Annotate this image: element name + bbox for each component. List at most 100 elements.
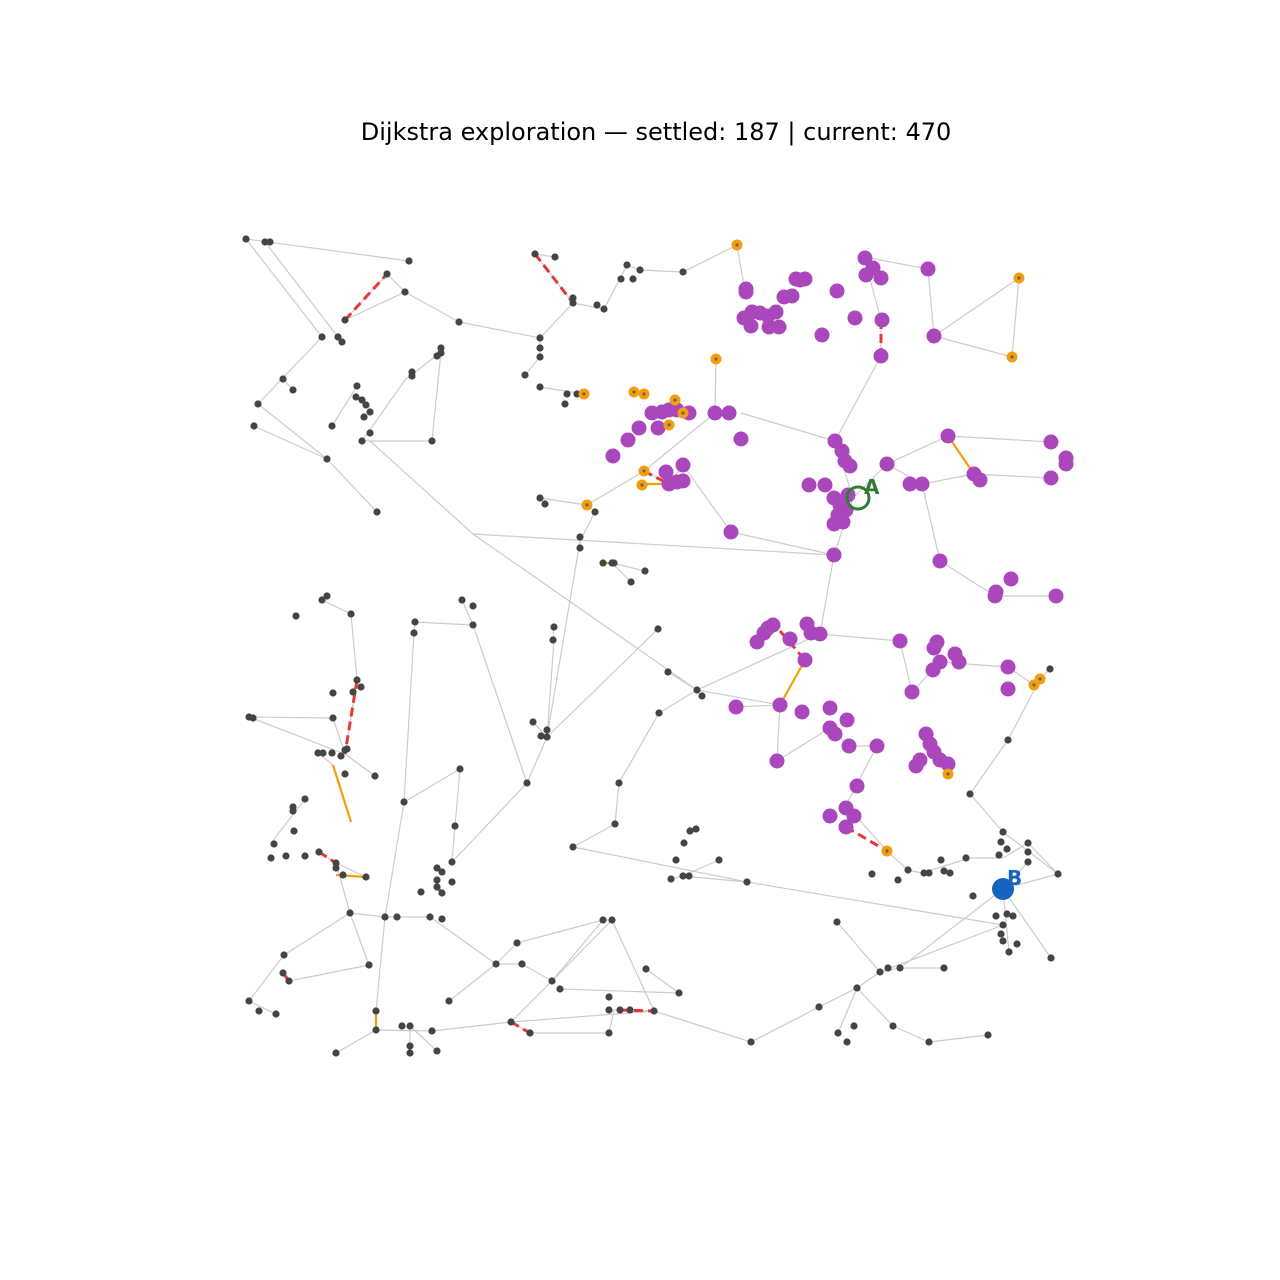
- unvisited-node: [536, 353, 544, 361]
- settled-node: [822, 700, 838, 716]
- unvisited-node: [536, 383, 544, 391]
- frontier-node-center: [735, 243, 739, 247]
- graph-edge: [682, 875, 748, 883]
- graph-edge: [431, 351, 442, 442]
- unvisited-node: [521, 371, 529, 379]
- settled-node: [940, 428, 956, 444]
- unvisited-node: [1024, 839, 1032, 847]
- graph-edge: [414, 621, 474, 626]
- settled-node: [817, 477, 833, 493]
- unvisited-node: [876, 968, 884, 976]
- graph-edge: [1002, 842, 1029, 859]
- unvisited-node: [966, 790, 974, 798]
- unvisited-node: [1009, 912, 1017, 920]
- unvisited-node: [815, 1003, 823, 1011]
- frontier-edge: [947, 435, 975, 475]
- frontier-edge: [331, 764, 353, 823]
- frontier-node-center: [582, 392, 586, 396]
- unvisited-node: [366, 429, 374, 437]
- graph-edge: [335, 862, 367, 878]
- unvisited-node: [626, 1006, 634, 1014]
- unvisited-node: [332, 864, 340, 872]
- graph-edge: [510, 980, 553, 1023]
- graph-edge: [1027, 842, 1059, 875]
- graph-edge: [369, 440, 474, 535]
- graph-edge: [928, 1034, 989, 1043]
- settled-node: [869, 738, 885, 754]
- settled-node: [873, 348, 889, 364]
- unvisited-node: [715, 856, 723, 864]
- unvisited-node: [997, 838, 1005, 846]
- unvisited-node: [433, 864, 441, 872]
- graph-edge: [682, 244, 738, 273]
- unvisited-node: [285, 977, 293, 985]
- settled-node: [620, 432, 636, 448]
- unvisited-node: [314, 749, 322, 757]
- unvisited-node: [894, 876, 902, 884]
- settled-node: [801, 477, 817, 493]
- unvisited-node: [279, 969, 287, 977]
- settled-node-layer: [605, 250, 1074, 835]
- unvisited-node: [323, 592, 331, 600]
- settled-node: [728, 699, 744, 715]
- graph-edge: [375, 1029, 433, 1032]
- graph-edge: [933, 277, 1020, 337]
- unvisited-node: [605, 1029, 613, 1037]
- settled-node: [721, 405, 737, 421]
- unvisited-node: [362, 873, 370, 881]
- unvisited-node: [999, 937, 1007, 945]
- unvisited-node: [655, 709, 663, 717]
- unvisited-node: [455, 318, 463, 326]
- unvisited-node: [920, 869, 928, 877]
- settled-node: [904, 684, 920, 700]
- unvisited-node: [543, 726, 551, 734]
- graph-edge: [834, 355, 882, 442]
- settled-node: [972, 472, 988, 488]
- settled-node: [771, 319, 787, 335]
- unvisited-node: [315, 848, 323, 856]
- frontier-edge: [779, 659, 806, 706]
- graph-edge: [892, 1025, 930, 1043]
- unvisited-node: [358, 396, 366, 404]
- unvisited-node: [360, 413, 368, 421]
- unvisited-node: [679, 268, 687, 276]
- frontier-node-center: [640, 483, 644, 487]
- unvisited-node: [329, 714, 337, 722]
- unvisited-node: [551, 253, 559, 261]
- settled-node: [829, 283, 845, 299]
- unvisited-node: [654, 625, 662, 633]
- settled-node: [951, 654, 967, 670]
- graph-edge: [384, 801, 405, 918]
- unvisited-node: [445, 997, 453, 1005]
- settled-node: [733, 431, 749, 447]
- unvisited-node: [833, 918, 841, 926]
- unvisited-node: [398, 1022, 406, 1030]
- graph-edge: [521, 963, 553, 982]
- unvisited-node: [451, 822, 459, 830]
- unvisited-node: [853, 984, 861, 992]
- graph-edge: [572, 846, 748, 883]
- frontier-node-center: [667, 423, 671, 427]
- settled-node: [874, 312, 890, 328]
- unvisited-node: [650, 1007, 658, 1015]
- graph-edge: [603, 264, 628, 310]
- unvisited-node: [937, 856, 945, 864]
- graph-edge: [1002, 888, 1052, 959]
- graph-edge: [921, 473, 975, 485]
- unvisited-node: [868, 870, 876, 878]
- graph-edge: [472, 533, 698, 691]
- unvisited-node: [543, 733, 551, 741]
- unvisited-node: [610, 559, 618, 567]
- settled-node: [631, 420, 647, 436]
- settled-node: [879, 456, 895, 472]
- unvisited-node: [884, 964, 892, 972]
- target-node-label: B: [1007, 866, 1022, 890]
- unvisited-node: [272, 1010, 280, 1018]
- unvisited-node: [433, 1047, 441, 1055]
- settled-node: [784, 288, 800, 304]
- graph-edge: [429, 916, 497, 965]
- graph-edge: [551, 919, 604, 982]
- unvisited-node: [507, 1018, 515, 1026]
- unvisited-node: [641, 567, 649, 575]
- graph-edge: [448, 963, 497, 1002]
